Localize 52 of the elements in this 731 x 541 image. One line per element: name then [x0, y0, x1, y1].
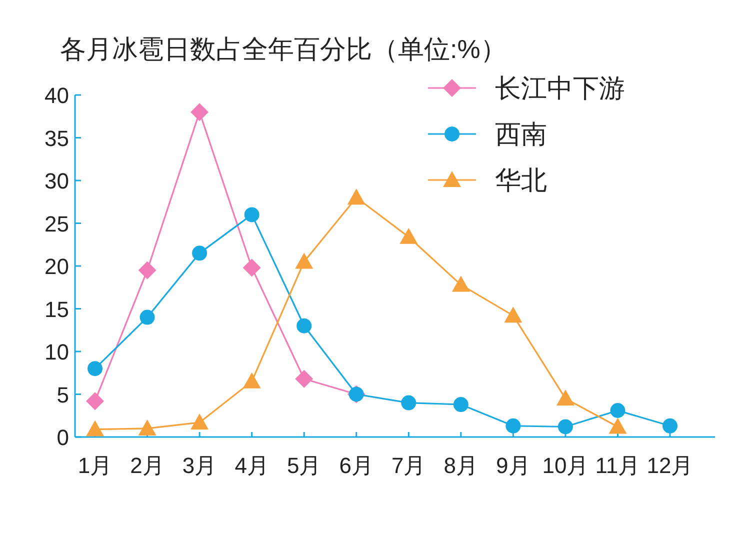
point — [192, 246, 208, 261]
y-tick-label: 10 — [44, 340, 69, 364]
point — [556, 390, 574, 406]
x-tick-label: 8月 — [444, 453, 478, 478]
x-tick-label: 9月 — [496, 453, 530, 478]
y-tick-label: 20 — [44, 254, 69, 279]
point — [504, 306, 522, 323]
legend-label: 长江中下游 — [495, 73, 625, 103]
point — [610, 402, 626, 418]
point — [295, 252, 314, 269]
y-tick-label: 0 — [56, 425, 69, 450]
x-tick-label: 10月 — [542, 453, 589, 478]
x-tick-label: 12月 — [646, 453, 694, 478]
x-tick-label: 1月 — [78, 453, 112, 478]
x-tick-label: 11月 — [595, 453, 640, 478]
legend-label: 华北 — [495, 165, 547, 195]
x-tick-label: 3月 — [182, 453, 217, 478]
point — [401, 395, 416, 410]
point — [453, 397, 468, 412]
y-tick-label: 40 — [44, 83, 69, 108]
point — [242, 372, 261, 388]
x-tick-label: 5月 — [286, 453, 322, 478]
point — [608, 418, 627, 434]
point — [140, 310, 155, 325]
y-tick-label: 5 — [56, 382, 69, 408]
point — [86, 420, 104, 436]
point — [244, 207, 260, 222]
y-tick-label: 30 — [44, 168, 69, 194]
point — [347, 188, 366, 205]
point — [190, 413, 209, 430]
point — [190, 103, 209, 122]
point — [86, 392, 104, 410]
point — [242, 258, 261, 277]
point — [296, 318, 312, 334]
legend-label: 西南 — [495, 119, 547, 149]
chart-title: 各月冰雹日数占全年百分比（单位:%） — [60, 34, 506, 64]
point — [452, 276, 470, 292]
y-tick-label: 25 — [44, 211, 69, 236]
point — [138, 419, 156, 436]
x-tick-label: 2月 — [130, 453, 164, 478]
point — [138, 261, 156, 280]
point — [295, 370, 314, 388]
x-tick-label: 6月 — [339, 453, 374, 478]
point — [88, 361, 102, 376]
x-tick-label: 7月 — [392, 453, 426, 478]
x-tick-label: 4月 — [234, 453, 269, 478]
point — [662, 418, 678, 434]
point — [400, 228, 418, 244]
y-tick-label: 15 — [44, 296, 69, 322]
point — [506, 418, 521, 434]
point — [558, 419, 573, 434]
y-tick-label: 35 — [44, 126, 69, 151]
